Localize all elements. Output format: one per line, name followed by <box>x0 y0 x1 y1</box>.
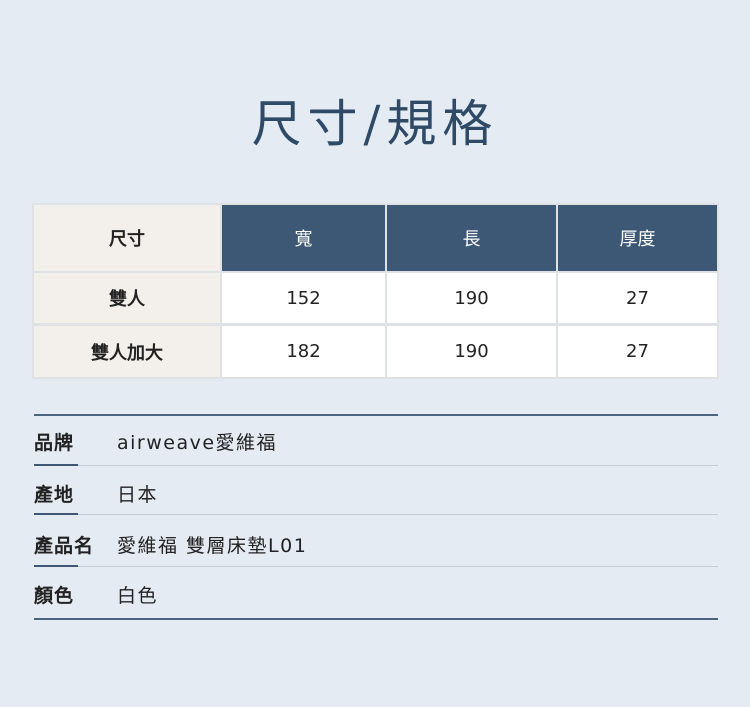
header-length: 長 <box>387 205 556 271</box>
row-label: 雙人 <box>34 273 220 323</box>
header-width: 寬 <box>222 205 385 271</box>
cell-thickness: 27 <box>558 326 717 377</box>
cell-length: 190 <box>387 326 556 377</box>
spec-label: 顏色 <box>34 585 75 607</box>
page-title: 尺寸/規格 <box>251 95 499 153</box>
spec-value: airweave愛維福 <box>117 432 278 454</box>
divider <box>34 565 718 567</box>
divider <box>34 513 718 515</box>
spec-label: 產地 <box>34 484 75 506</box>
spec-label: 品牌 <box>34 432 75 454</box>
spec-row-product: 產品名 愛維福 雙層床墊L01 <box>34 531 307 558</box>
row-label: 雙人加大 <box>34 326 220 377</box>
spec-value: 日本 <box>117 484 159 506</box>
divider-bottom <box>34 618 718 620</box>
spec-row-color: 顏色 白色 <box>34 581 158 608</box>
size-table: 尺寸 寬 長 厚度 雙人 152 190 27 雙人加大 182 190 27 <box>32 203 719 379</box>
spec-value: 白色 <box>117 585 159 607</box>
divider <box>34 464 718 466</box>
cell-width: 152 <box>222 273 385 323</box>
header-thickness: 厚度 <box>558 205 717 271</box>
cell-thickness: 27 <box>558 273 717 323</box>
spec-value: 愛維福 雙層床墊L01 <box>117 535 308 557</box>
cell-width: 182 <box>222 326 385 377</box>
spec-row-origin: 產地 日本 <box>34 480 158 507</box>
cell-length: 190 <box>387 273 556 323</box>
spec-row-brand: 品牌 airweave愛維福 <box>34 428 277 455</box>
header-size: 尺寸 <box>34 205 220 271</box>
divider-top <box>34 414 718 416</box>
spec-label: 產品名 <box>34 535 95 557</box>
